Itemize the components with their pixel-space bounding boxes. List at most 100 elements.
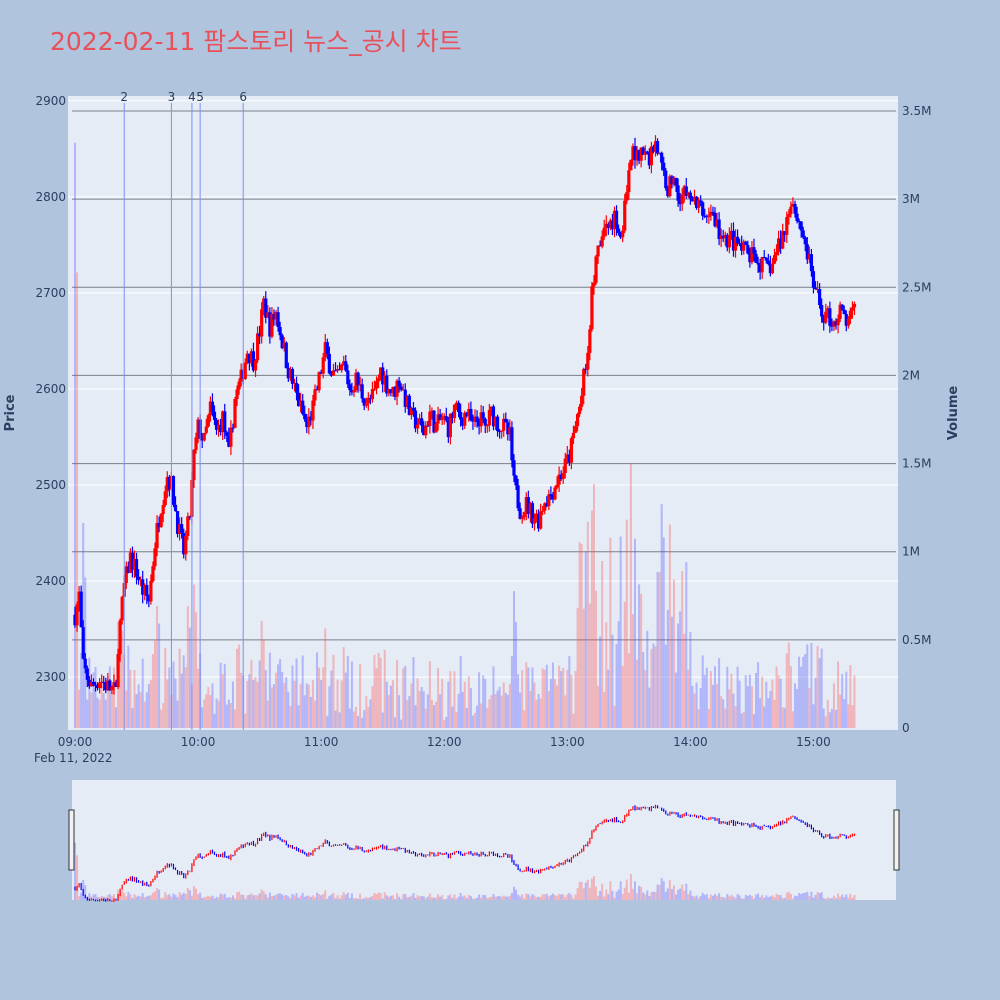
volume-bar	[238, 644, 241, 728]
range-slider[interactable]	[72, 780, 896, 900]
mini-volume-bar	[197, 894, 200, 900]
mini-volume-bar	[309, 896, 312, 900]
volume-bar	[406, 700, 409, 728]
candle-body	[520, 517, 524, 519]
volume-bar	[562, 668, 565, 728]
range-slider-handle-left[interactable]	[68, 809, 75, 871]
volume-bar	[139, 692, 142, 728]
mini-volume-bar	[332, 892, 335, 900]
mini-volume-bar	[586, 879, 589, 900]
candle-body	[744, 241, 748, 245]
volume-bar	[219, 662, 222, 728]
volume-bar	[361, 717, 364, 728]
volume-bar	[486, 707, 489, 728]
volume-bar	[76, 272, 79, 728]
volume-bar	[800, 666, 803, 728]
volume-bar	[422, 691, 425, 728]
mini-volume-bar	[660, 878, 663, 900]
candle-body	[696, 200, 701, 208]
candle-body	[147, 595, 151, 602]
candle-body	[840, 304, 844, 310]
candle-body	[514, 475, 518, 486]
candle-body	[582, 368, 586, 396]
candle-body	[251, 351, 256, 371]
candle-body	[543, 503, 547, 511]
candle-body	[208, 401, 212, 416]
mini-volume-bar	[539, 897, 542, 900]
volume-bar	[441, 678, 444, 728]
mini-volume-bar	[131, 898, 134, 900]
mini-volume-bar	[316, 892, 319, 900]
mini-volume-bar	[367, 897, 370, 900]
candle-body	[846, 319, 850, 326]
volume-bar	[730, 673, 733, 728]
mini-volume-bar	[763, 897, 766, 900]
candle-body	[666, 188, 670, 197]
candle-body	[405, 395, 409, 407]
candle-body	[495, 416, 500, 432]
volume-bar	[381, 712, 384, 728]
mini-volume-bar	[102, 896, 105, 900]
mini-volume-bar	[757, 893, 760, 900]
mini-volume-bar	[381, 898, 384, 900]
candle-body	[112, 682, 116, 687]
candle-body	[830, 325, 834, 327]
mini-volume-bar	[728, 896, 731, 900]
price-axis: 2300 2400 2500 2600 2700 2800 2900	[35, 94, 66, 684]
candle-body	[374, 381, 379, 389]
mini-volume-bar	[279, 893, 282, 900]
volume-bar	[246, 680, 249, 728]
candle-body	[584, 368, 588, 370]
range-slider-handle-right[interactable]	[893, 809, 900, 871]
volume-bar	[781, 707, 784, 728]
mini-volume-bar	[796, 896, 799, 900]
candle-body	[694, 196, 699, 208]
mini-volume-bar	[771, 895, 774, 900]
mini-volume-bar	[849, 893, 852, 900]
candle-body	[639, 147, 643, 161]
mini-volume-bar	[482, 894, 485, 900]
volume-bar	[572, 713, 575, 728]
volume-bar	[527, 667, 530, 728]
mini-volume-bar	[648, 896, 651, 900]
volume-bar	[746, 686, 749, 728]
mini-volume-bar	[767, 897, 770, 900]
volume-bar	[355, 706, 358, 728]
mini-volume-bar	[377, 892, 380, 900]
time-axis: 09:00 10:00 11:00 12:00 13:00 14:00 15:00	[58, 735, 831, 749]
mini-volume-bar	[560, 894, 563, 900]
volume-bar	[748, 674, 751, 728]
volume-bar	[785, 653, 788, 728]
candle-body	[818, 289, 822, 306]
mini-volume-bar	[205, 896, 208, 900]
volume-bar	[264, 670, 267, 728]
candle-body	[153, 548, 157, 567]
mini-volume-bar	[531, 894, 534, 900]
volume-bar	[377, 652, 380, 728]
candle-body	[292, 382, 297, 384]
volume-bar	[451, 706, 454, 728]
mini-volume-bar	[759, 897, 762, 900]
mini-volume-bar	[631, 888, 634, 900]
mini-volume-bar	[242, 894, 245, 900]
mini-volume-bar	[104, 897, 107, 900]
volume-bar	[391, 680, 394, 728]
mini-volume-bar	[455, 898, 458, 900]
candle-body	[296, 392, 301, 407]
mini-volume-bar	[437, 894, 440, 900]
candle-body	[288, 368, 292, 379]
mini-volume-bar	[451, 897, 454, 900]
mini-volume-bar	[137, 895, 140, 900]
mini-volume-bar	[248, 894, 251, 900]
candle-body	[456, 402, 461, 412]
volume-bar	[400, 719, 403, 728]
candle-body	[719, 235, 723, 240]
volume-bar	[439, 694, 442, 728]
volume-bar	[379, 657, 382, 728]
mini-volume-bar	[453, 894, 456, 900]
candle-body	[680, 194, 684, 205]
volume-bar	[476, 705, 479, 728]
candle-body	[635, 150, 639, 161]
mini-volume-bar	[106, 894, 109, 900]
